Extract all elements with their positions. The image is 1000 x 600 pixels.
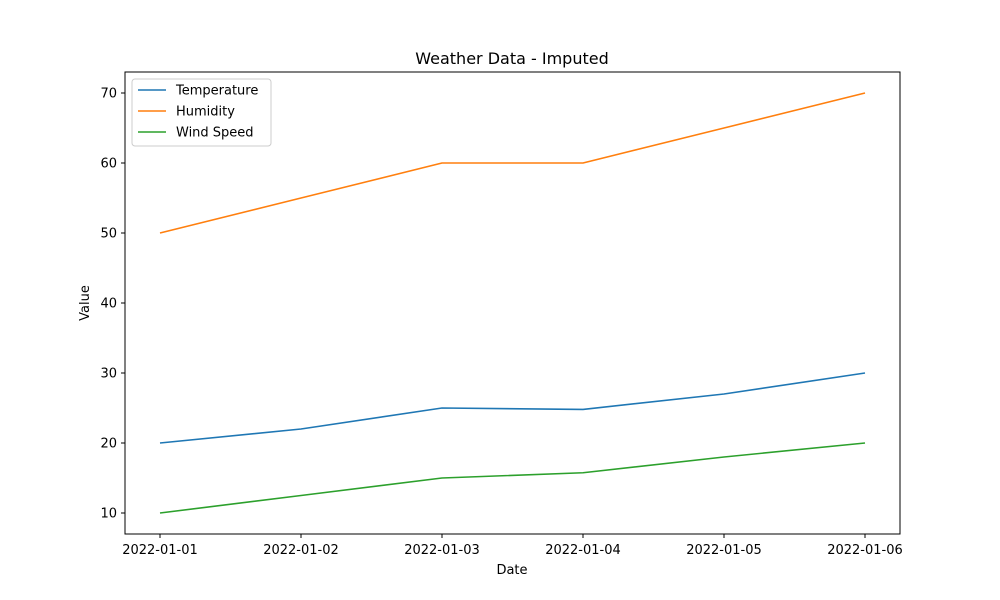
y-tick-label: 50	[100, 227, 117, 242]
y-tick-label: 70	[100, 87, 117, 102]
x-tick-label: 2022-01-03	[404, 543, 480, 558]
legend-label: Temperature	[175, 84, 258, 99]
y-axis: 10 20 30 40 50 60 70	[100, 87, 125, 522]
y-tick-label: 40	[100, 297, 117, 312]
legend: Temperature Humidity Wind Speed	[131, 78, 272, 147]
legend-box	[131, 78, 272, 147]
y-tick-label: 20	[100, 437, 117, 452]
y-tick-label: 10	[100, 507, 117, 522]
x-axis-label: Date	[496, 563, 527, 578]
series-lines	[159, 92, 866, 514]
y-tick-label: 30	[100, 367, 117, 382]
x-axis: 2022-01-01 2022-01-02 2022-01-03 2022-01-04…	[122, 534, 903, 558]
x-tick-label: 2022-01-05	[686, 543, 762, 558]
y-axis-label: Value	[78, 285, 93, 321]
chart-title: Weather Data - Imputed	[415, 49, 608, 68]
series-line-temperature	[159, 372, 866, 444]
x-tick-label: 2022-01-01	[122, 543, 198, 558]
legend-label: Wind Speed	[176, 126, 254, 141]
x-tick-label: 2022-01-04	[545, 543, 621, 558]
series-line-wind-speed	[159, 442, 866, 514]
x-tick-label: 2022-01-06	[827, 543, 903, 558]
legend-label: Humidity	[176, 105, 235, 120]
series-line-humidity	[159, 92, 866, 234]
y-tick-label: 60	[100, 157, 117, 172]
x-tick-label: 2022-01-02	[263, 543, 339, 558]
